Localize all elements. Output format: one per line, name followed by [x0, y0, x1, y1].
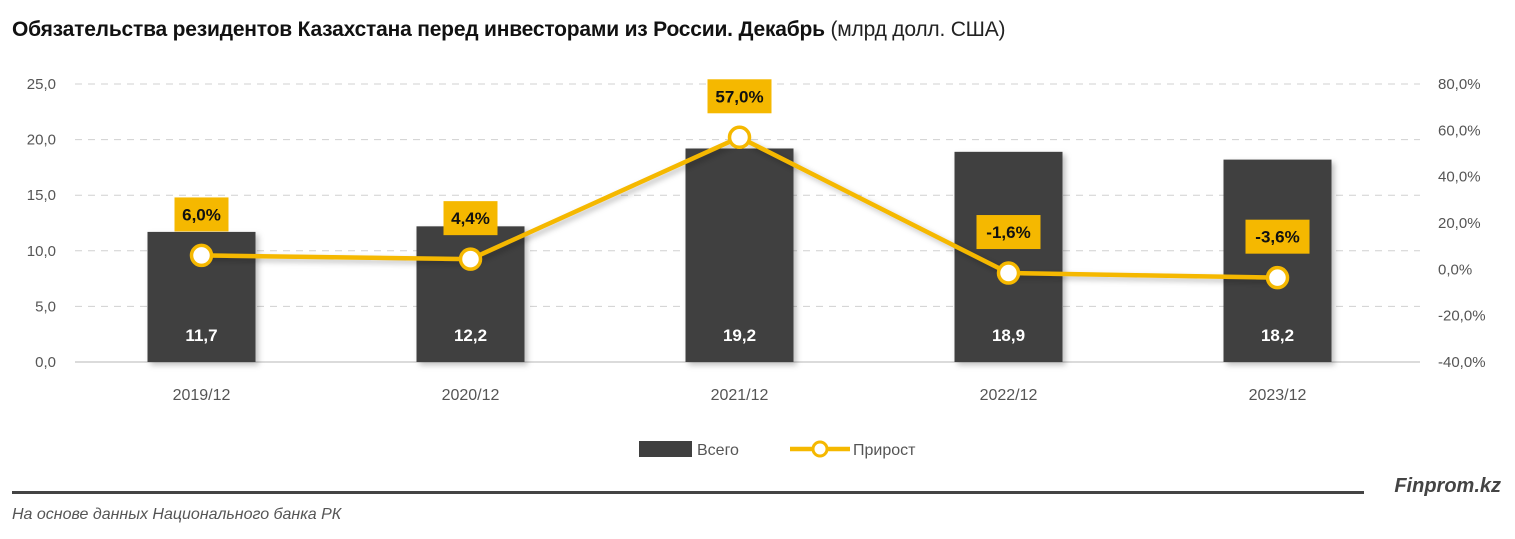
bar-value-label: 12,2 — [454, 326, 487, 345]
right-axis-tick: 20,0% — [1438, 215, 1481, 232]
chart-area: 0,0 5,0 10,0 15,0 20,0 25,0 -40,0% -20,0% 0,0% 2… — [27, 76, 1486, 459]
right-axis-tick: 80,0% — [1438, 76, 1481, 93]
left-axis-tick: 15,0 — [27, 187, 56, 204]
chart-title-main: Обязательства резидентов Казахстана пере… — [12, 18, 825, 41]
bar-value-label: 18,2 — [1261, 326, 1294, 345]
category-label: 2020/12 — [442, 387, 500, 404]
left-axis-tick: 25,0 — [27, 76, 56, 93]
bar-value-label: 19,2 — [723, 326, 756, 345]
brand-logo: Finprom.kz — [1394, 475, 1501, 497]
right-axis-tick: 40,0% — [1438, 169, 1481, 186]
category-label: 2019/12 — [173, 387, 231, 404]
category-label: 2022/12 — [980, 387, 1038, 404]
growth-label: 57,0% — [715, 87, 763, 106]
left-axis-tick: 0,0 — [35, 354, 56, 371]
growth-marker — [1265, 265, 1290, 290]
growth-label: 4,4% — [451, 209, 490, 228]
legend-marker-icon — [811, 440, 829, 458]
category-label: 2023/12 — [1249, 387, 1307, 404]
legend: Всего Прирост — [639, 440, 916, 459]
growth-label: 6,0% — [182, 205, 221, 224]
bar — [1223, 159, 1332, 362]
legend-label-total: Всего — [697, 442, 739, 459]
chart-title-unit: (млрд долл. США) — [830, 18, 1006, 41]
right-axis-tick: -40,0% — [1438, 354, 1486, 371]
growth-line: 6,0% 4,4% 57,0% -1,6% -3,6% — [174, 79, 1310, 290]
growth-label-bg — [443, 201, 498, 236]
right-axis: -40,0% -20,0% 0,0% 20,0% 40,0% 60,0% 80,0% — [1438, 76, 1486, 371]
right-axis-tick: 0,0% — [1438, 261, 1472, 278]
bar-value-label: 18,9 — [992, 326, 1025, 345]
growth-label: -3,6% — [1255, 228, 1299, 247]
right-axis-tick: 60,0% — [1438, 122, 1481, 139]
footer-divider — [12, 491, 1364, 494]
growth-label: -1,6% — [986, 223, 1030, 242]
left-axis-tick: 20,0 — [27, 132, 56, 149]
growth-marker — [996, 261, 1021, 285]
category-labels: 2019/12 2020/12 2021/12 2022/12 2023/12 — [173, 387, 1307, 404]
growth-marker — [189, 243, 214, 268]
growth-label-bg — [174, 197, 229, 232]
growth-label-bg — [976, 215, 1041, 250]
left-axis-tick: 10,0 — [27, 243, 56, 260]
growth-marker — [458, 247, 483, 271]
legend-bar-swatch — [639, 441, 692, 457]
bar-value-label: 11,7 — [185, 326, 217, 345]
growth-label-bg — [707, 79, 772, 114]
category-label: 2021/12 — [711, 387, 769, 404]
source-note: На основе данных Национального банка РК — [12, 506, 342, 523]
left-axis-tick: 5,0 — [35, 298, 56, 315]
growth-marker — [727, 125, 752, 150]
bar — [685, 148, 794, 362]
right-axis-tick: -20,0% — [1438, 308, 1486, 325]
chart-title: Обязательства резидентов Казахстана пере… — [12, 18, 1006, 42]
left-axis: 0,0 5,0 10,0 15,0 20,0 25,0 — [27, 76, 56, 371]
growth-label-bg — [1245, 219, 1310, 254]
legend-label-growth: Прирост — [853, 442, 916, 459]
